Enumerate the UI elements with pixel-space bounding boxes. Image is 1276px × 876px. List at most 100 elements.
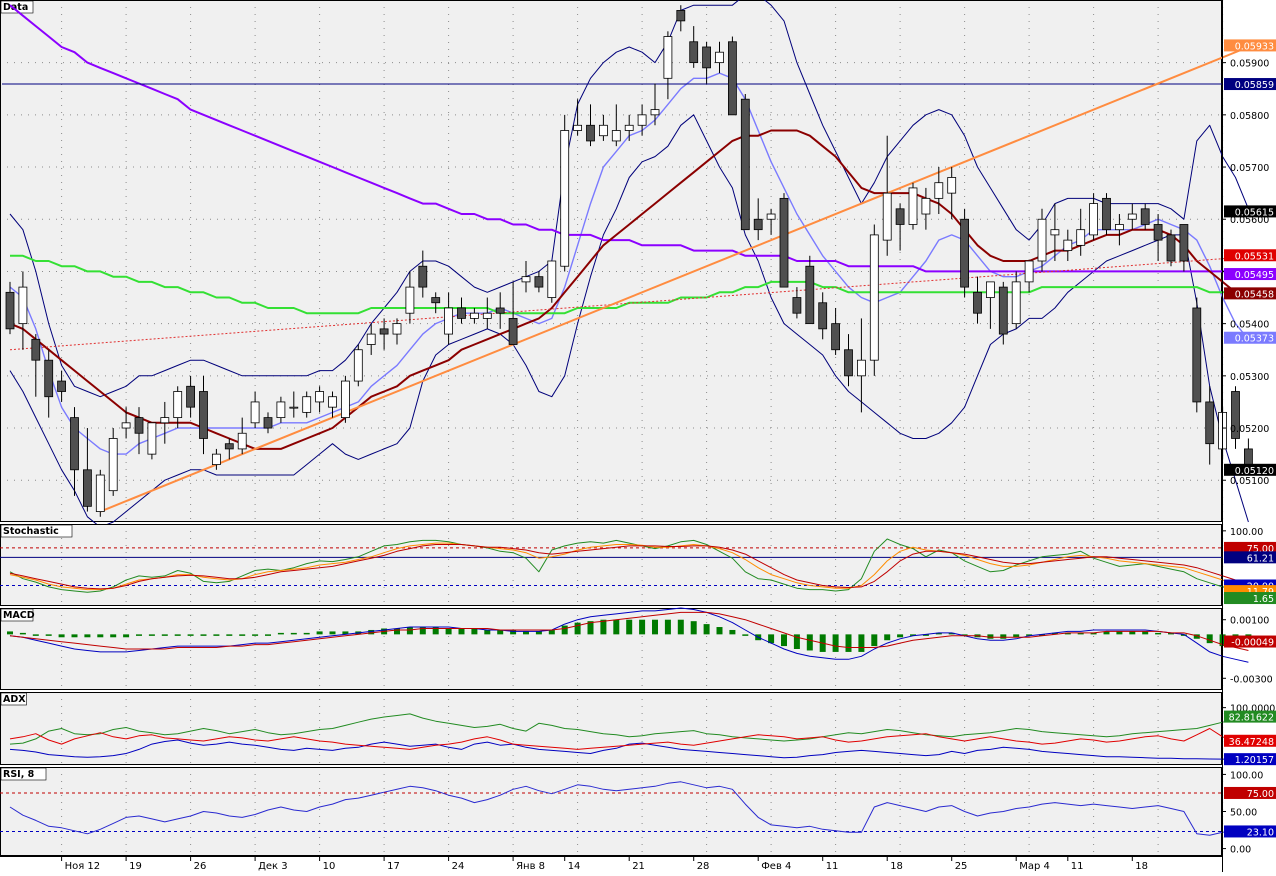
macd-histogram-bar <box>793 634 800 649</box>
value-label: 61.21 <box>1247 553 1274 564</box>
x-axis-tick-label: 18 <box>1135 861 1148 872</box>
candle-body <box>895 208 905 225</box>
candle-body <box>1192 307 1202 403</box>
axis-tick-label: 50.00 <box>1230 808 1257 819</box>
pane-title-box <box>0 0 34 14</box>
value-label-box <box>1224 635 1276 648</box>
value-label-box <box>1224 268 1276 281</box>
macd-histogram-bar <box>1077 632 1084 635</box>
value-label: 0.05495 <box>1235 270 1274 281</box>
candle-body <box>624 124 634 131</box>
macd-histogram-bar <box>922 634 929 636</box>
macd-histogram-bar <box>174 634 181 636</box>
x-axis-tick-label: 14 <box>568 861 581 872</box>
candle-body <box>211 453 221 465</box>
macd-histogram-bar <box>329 631 336 635</box>
candle-body <box>1153 224 1163 241</box>
stochastic-k-line <box>9 538 1249 593</box>
x-axis-tick-label: 10 <box>323 861 336 872</box>
macd-histogram-bar <box>987 634 994 639</box>
pane-title-box <box>0 767 47 781</box>
candle-body <box>689 41 699 64</box>
axis-tick-label: 0.00100 <box>1230 616 1269 627</box>
candle-body <box>521 276 531 283</box>
rsi-line <box>9 781 1249 836</box>
macd-histogram-bar <box>574 622 581 635</box>
candle-body <box>457 307 466 319</box>
candle-body <box>366 333 376 345</box>
macd-histogram-bar <box>123 634 130 638</box>
macd-histogram-bar <box>19 632 26 635</box>
macd-histogram-bar <box>71 634 78 638</box>
candle-body <box>818 302 828 330</box>
axis-tick-label: 0.05600 <box>1230 215 1269 226</box>
pane-background <box>0 608 1222 690</box>
candle-body <box>121 422 131 429</box>
candle-body <box>405 286 415 314</box>
value-label: 75.00 <box>1247 789 1274 800</box>
macd-histogram-bar <box>1064 632 1071 635</box>
macd-histogram-bar <box>58 634 65 638</box>
candle-body <box>611 130 621 142</box>
candle-body <box>857 359 866 377</box>
macd-histogram-bar <box>432 627 439 635</box>
macd-histogram-bar <box>1039 634 1045 636</box>
x-axis-tick-label: 19 <box>129 861 142 872</box>
adx-plus-line <box>9 713 1249 745</box>
x-axis-tick-label: 26 <box>194 861 207 872</box>
pane-border <box>0 524 1222 606</box>
candle-body <box>237 432 247 450</box>
candle-body <box>1179 224 1189 262</box>
value-label-box <box>1224 753 1276 766</box>
macd-histogram-bar <box>510 629 517 635</box>
x-axis-tick-label: 17 <box>387 861 400 872</box>
trend-line <box>99 40 1262 513</box>
macd-histogram-bar <box>742 634 749 636</box>
candle-body <box>70 417 79 471</box>
macd-histogram-bar <box>1180 634 1187 636</box>
axis-tick-label: 100.00 <box>1230 770 1263 781</box>
candle-body <box>186 385 196 408</box>
candle-body <box>1205 401 1215 445</box>
pane-title: Data <box>3 2 28 13</box>
macd-histogram-bar <box>600 619 607 635</box>
macd-histogram-bar <box>716 627 723 635</box>
pane-title-box <box>0 524 73 538</box>
macd-histogram-bar <box>1155 632 1162 635</box>
x-axis-tick-label: Фев 4 <box>761 861 791 872</box>
macd-histogram-bar <box>394 628 400 635</box>
axis-tick-label: 0.05200 <box>1230 424 1269 435</box>
ma-green-line <box>10 254 1236 315</box>
candle-body <box>83 469 92 507</box>
x-axis-tick-label: 18 <box>890 861 903 872</box>
candle-body <box>908 187 918 225</box>
macd-main-line <box>9 607 1249 663</box>
x-axis-tick-label: 25 <box>955 861 968 872</box>
value-label: 0.05531 <box>1235 251 1274 262</box>
candle-body <box>1089 203 1098 236</box>
candle-body <box>495 307 505 314</box>
candle-body <box>869 234 879 361</box>
candle-body <box>1050 229 1060 236</box>
candle-body <box>805 265 815 325</box>
adx-main-line <box>9 739 1249 760</box>
candle-body <box>844 349 853 377</box>
macd-histogram-bar <box>226 634 233 636</box>
value-label-box <box>1224 78 1276 91</box>
x-axis-tick-label: 28 <box>697 861 710 872</box>
macd-histogram-bar <box>316 631 323 635</box>
macd-histogram-bar <box>781 634 787 647</box>
candle-body <box>547 260 557 298</box>
candle-body <box>44 359 54 398</box>
candle-body <box>1166 234 1176 262</box>
value-label-box <box>1224 825 1276 838</box>
candle-body <box>663 36 673 79</box>
macd-histogram-bar <box>458 628 465 635</box>
x-axis-tick-label: 21 <box>632 861 645 872</box>
macd-histogram-bar <box>187 634 194 636</box>
macd-signal-line <box>9 611 1249 651</box>
candle-body <box>18 286 28 325</box>
candle-body <box>392 323 402 335</box>
macd-histogram-bar <box>1168 632 1174 635</box>
